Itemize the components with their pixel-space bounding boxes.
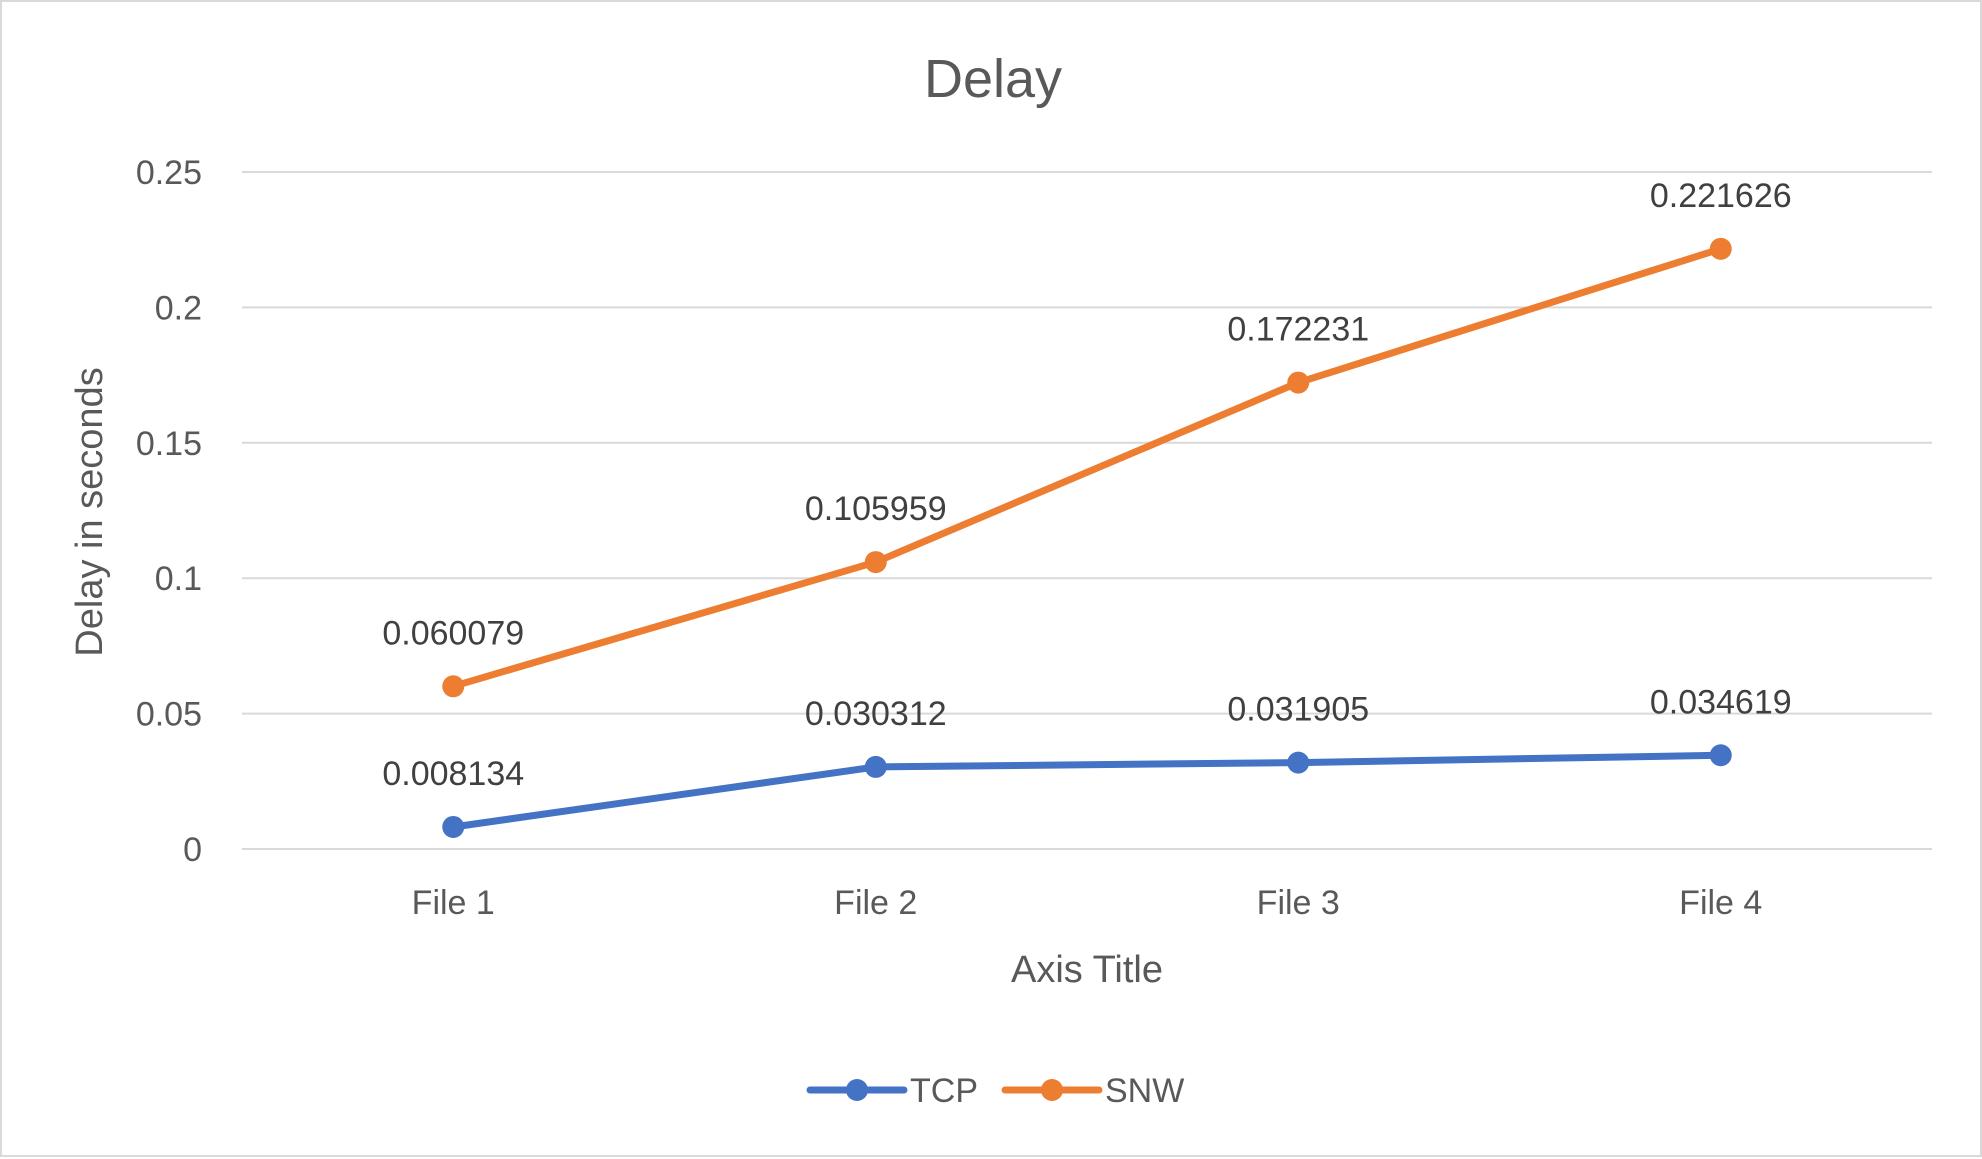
x-axis-title: Axis Title — [1011, 949, 1163, 991]
x-tick-label: File 3 — [1257, 884, 1340, 922]
y-axis-title: Delay in seconds — [69, 367, 111, 656]
y-tick-label: 0.2 — [155, 289, 202, 327]
y-tick-label: 0.1 — [155, 560, 202, 598]
data-point-snw[interactable] — [1709, 237, 1732, 260]
series-line-snw — [449, 245, 1725, 690]
x-tick-label: File 1 — [412, 884, 495, 922]
legend-marker-snw — [1041, 1079, 1063, 1101]
data-point-tcp[interactable] — [1287, 751, 1310, 774]
y-tick-label: 0 — [183, 831, 202, 869]
x-axis-ticks: File 1 File 2 File 3 File 4 — [412, 884, 1763, 922]
data-label-tcp: 0.034619 — [1650, 683, 1792, 721]
data-label-tcp: 0.030312 — [805, 695, 947, 733]
y-tick-label: 0.25 — [136, 154, 202, 192]
legend-marker-tcp — [846, 1079, 868, 1101]
legend-item-tcp[interactable]: TCP — [806, 1072, 978, 1110]
legend-item-snw[interactable]: SNW — [1001, 1072, 1184, 1110]
y-axis-ticks: 0 0.05 0.1 0.15 0.2 0.25 — [136, 154, 202, 869]
data-labels: 0.008134 0.030312 0.031905 0.034619 0.060079… — [382, 177, 1791, 793]
data-label-snw: 0.105959 — [805, 490, 947, 528]
data-label-snw: 0.221626 — [1650, 177, 1792, 215]
x-tick-label: File 4 — [1679, 884, 1762, 922]
legend-label-tcp: TCP — [910, 1072, 978, 1110]
y-tick-label: 0.05 — [136, 696, 202, 734]
y-tick-label: 0.15 — [136, 425, 202, 463]
legend[interactable]: TCP SNW — [806, 1072, 1184, 1110]
legend-label-snw: SNW — [1105, 1072, 1184, 1110]
data-point-snw[interactable] — [864, 551, 887, 574]
series-layer — [442, 237, 1732, 838]
series-snw — [442, 237, 1732, 698]
data-point-snw[interactable] — [1287, 371, 1310, 394]
chart-title: Delay — [924, 49, 1062, 109]
data-point-tcp[interactable] — [1709, 744, 1732, 767]
x-tick-label: File 2 — [834, 884, 917, 922]
data-label-snw: 0.060079 — [382, 614, 524, 652]
data-label-snw: 0.172231 — [1227, 311, 1369, 349]
gridlines — [242, 171, 1932, 850]
data-point-snw[interactable] — [442, 675, 465, 698]
data-point-tcp[interactable] — [864, 755, 887, 778]
data-point-tcp[interactable] — [442, 815, 465, 838]
series-line-tcp — [449, 751, 1725, 831]
data-label-tcp: 0.031905 — [1227, 691, 1369, 729]
data-label-tcp: 0.008134 — [382, 755, 524, 793]
series-tcp — [442, 744, 1732, 838]
